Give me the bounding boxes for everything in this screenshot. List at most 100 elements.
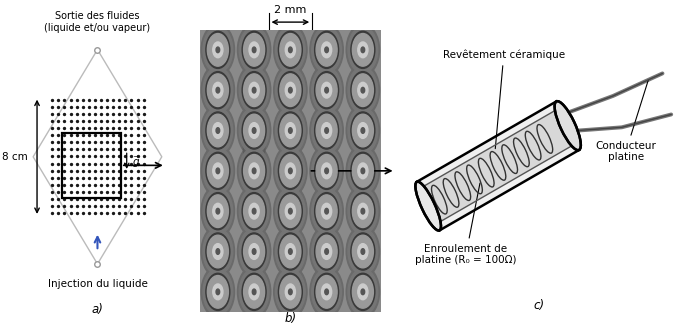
Circle shape xyxy=(321,244,332,259)
Circle shape xyxy=(252,208,256,214)
Circle shape xyxy=(289,128,292,133)
Circle shape xyxy=(315,31,339,68)
Circle shape xyxy=(346,266,380,318)
Circle shape xyxy=(274,185,307,237)
Circle shape xyxy=(312,148,341,194)
Circle shape xyxy=(239,108,269,153)
Circle shape xyxy=(276,188,305,234)
Circle shape xyxy=(316,114,337,147)
Text: $\vec{g}$: $\vec{g}$ xyxy=(131,154,140,170)
Circle shape xyxy=(216,168,220,174)
Polygon shape xyxy=(417,102,579,230)
Circle shape xyxy=(312,27,341,73)
Circle shape xyxy=(361,128,365,133)
Circle shape xyxy=(244,154,265,187)
Circle shape xyxy=(239,269,269,315)
Circle shape xyxy=(285,284,295,300)
Circle shape xyxy=(242,31,266,68)
Circle shape xyxy=(278,152,302,189)
Circle shape xyxy=(316,74,337,107)
Circle shape xyxy=(207,74,228,107)
Circle shape xyxy=(239,188,269,234)
Circle shape xyxy=(278,112,302,149)
Circle shape xyxy=(346,105,380,156)
Circle shape xyxy=(249,163,259,179)
Circle shape xyxy=(325,168,328,174)
Circle shape xyxy=(206,31,230,68)
Circle shape xyxy=(285,203,295,219)
Circle shape xyxy=(358,284,368,300)
Circle shape xyxy=(351,72,375,109)
Circle shape xyxy=(249,284,259,300)
Circle shape xyxy=(346,24,380,76)
Circle shape xyxy=(280,235,301,268)
Circle shape xyxy=(316,154,337,187)
Circle shape xyxy=(346,226,380,277)
Circle shape xyxy=(242,152,266,189)
Circle shape xyxy=(213,123,223,138)
Circle shape xyxy=(352,74,373,107)
Circle shape xyxy=(203,269,233,315)
Circle shape xyxy=(252,47,256,53)
Circle shape xyxy=(312,188,341,234)
Text: Injection du liquide: Injection du liquide xyxy=(47,279,148,289)
Circle shape xyxy=(280,275,301,308)
Circle shape xyxy=(278,31,302,68)
Bar xyxy=(62,133,121,198)
Circle shape xyxy=(274,145,307,197)
Circle shape xyxy=(346,185,380,237)
Circle shape xyxy=(203,108,233,153)
Circle shape xyxy=(242,72,266,109)
Circle shape xyxy=(203,67,233,113)
Circle shape xyxy=(315,273,339,311)
Circle shape xyxy=(361,289,365,295)
Circle shape xyxy=(239,67,269,113)
Circle shape xyxy=(346,145,380,197)
Circle shape xyxy=(351,31,375,68)
Circle shape xyxy=(203,228,233,275)
Circle shape xyxy=(249,123,259,138)
Circle shape xyxy=(315,193,339,230)
Circle shape xyxy=(252,168,256,174)
Circle shape xyxy=(348,27,378,73)
Circle shape xyxy=(237,266,271,318)
Circle shape xyxy=(351,193,375,230)
Circle shape xyxy=(207,235,228,268)
Circle shape xyxy=(278,233,302,270)
Circle shape xyxy=(276,27,305,73)
Circle shape xyxy=(244,195,265,227)
Circle shape xyxy=(361,168,365,174)
Circle shape xyxy=(252,289,256,295)
Circle shape xyxy=(321,284,332,300)
Circle shape xyxy=(239,148,269,194)
Circle shape xyxy=(325,47,328,53)
Circle shape xyxy=(274,226,307,277)
Circle shape xyxy=(213,42,223,58)
Ellipse shape xyxy=(555,101,581,150)
Circle shape xyxy=(213,284,223,300)
Circle shape xyxy=(203,148,233,194)
Circle shape xyxy=(206,112,230,149)
Circle shape xyxy=(348,148,378,194)
Circle shape xyxy=(207,114,228,147)
Circle shape xyxy=(216,289,220,295)
Circle shape xyxy=(310,105,343,156)
Circle shape xyxy=(244,131,265,165)
Circle shape xyxy=(213,203,223,219)
Circle shape xyxy=(315,72,339,109)
Circle shape xyxy=(280,34,301,66)
Circle shape xyxy=(325,208,328,214)
Circle shape xyxy=(237,145,271,197)
Circle shape xyxy=(244,275,265,308)
Circle shape xyxy=(237,185,271,237)
Circle shape xyxy=(249,244,259,259)
Circle shape xyxy=(289,208,292,214)
Circle shape xyxy=(321,163,332,179)
Circle shape xyxy=(244,235,265,268)
Circle shape xyxy=(310,266,343,318)
Circle shape xyxy=(352,275,373,308)
Circle shape xyxy=(276,269,305,315)
Circle shape xyxy=(213,163,223,179)
Circle shape xyxy=(274,24,307,76)
Circle shape xyxy=(216,208,220,214)
